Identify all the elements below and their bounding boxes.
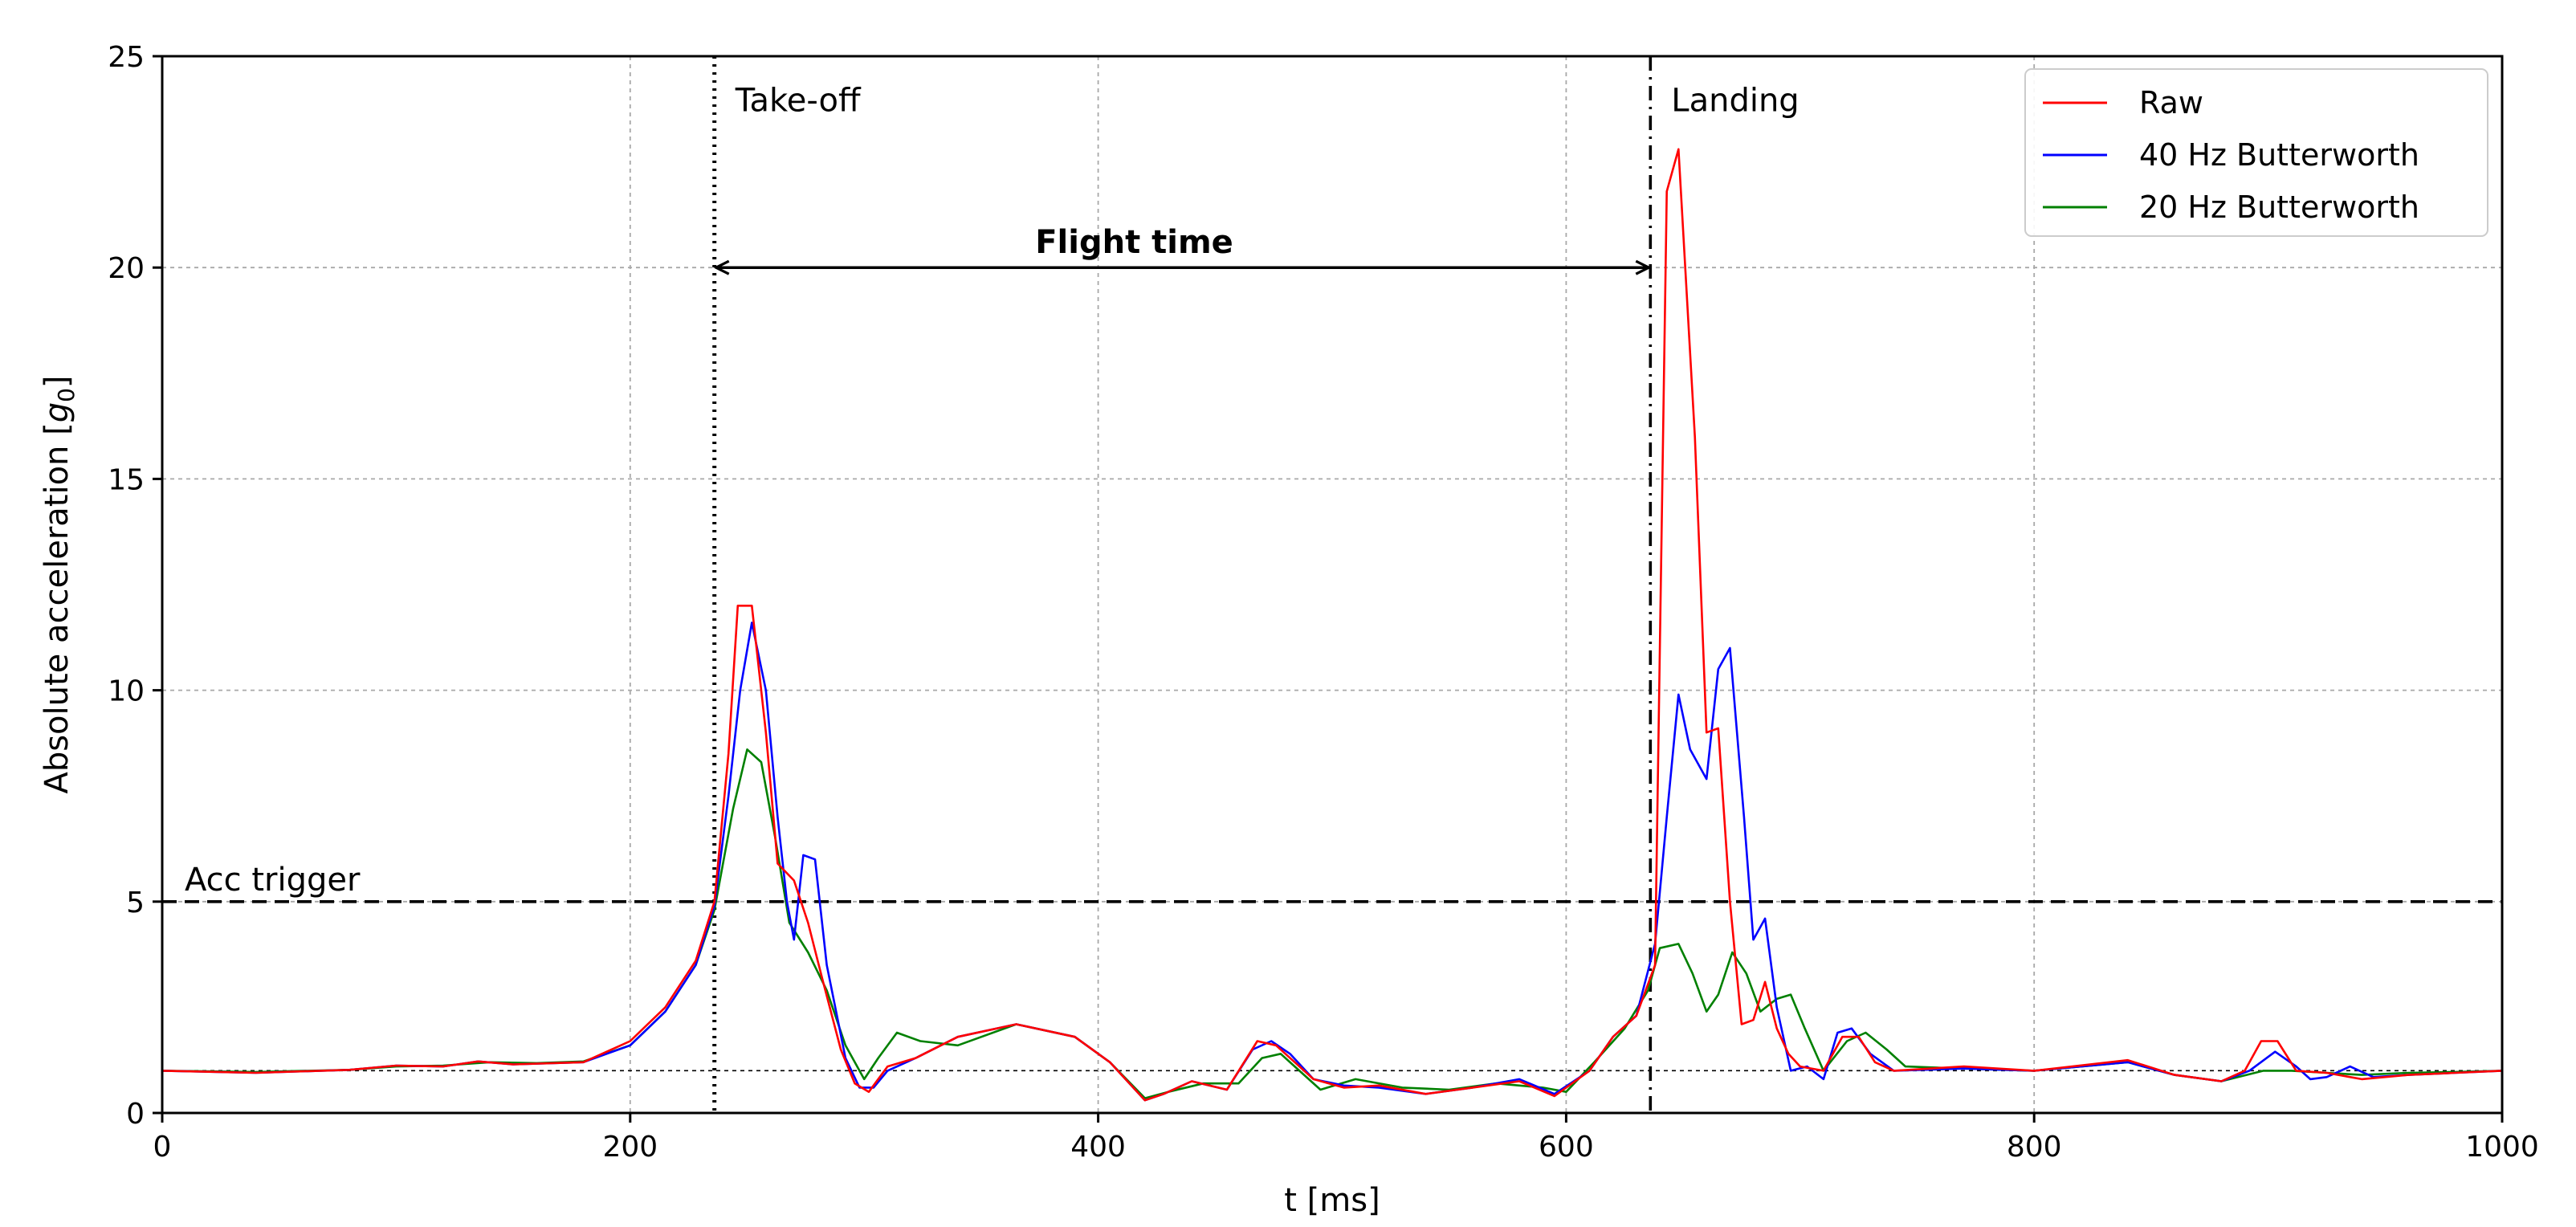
x-tick-label: 600	[1539, 1131, 1594, 1164]
landing-label: Landing	[1671, 82, 1799, 119]
series-line-raw	[162, 148, 2502, 1102]
y-tick-label: 5	[126, 887, 145, 919]
acc-trigger-label: Acc trigger	[185, 862, 361, 899]
legend-label-bw20: 20 Hz Butterworth	[2139, 190, 2419, 225]
y-tick-label: 15	[108, 463, 145, 496]
x-axis-label: t [ms]	[1284, 1182, 1380, 1219]
flight-time-label: Flight time	[1035, 224, 1233, 261]
y-tick-label: 10	[108, 675, 145, 708]
x-tick-label: 200	[602, 1131, 658, 1164]
y-tick-label: 0	[126, 1098, 145, 1131]
x-tick-label: 0	[153, 1131, 172, 1164]
x-tick-label: 1000	[2465, 1131, 2539, 1164]
y-tick-label: 25	[108, 41, 145, 74]
x-tick-label: 800	[2007, 1131, 2062, 1164]
legend-label-bw40: 40 Hz Butterworth	[2139, 137, 2419, 173]
axis-ticks: 0 200 400 600 800 1000 0 5 10 15 20 25	[108, 41, 2539, 1164]
y-tick-label: 20	[108, 252, 145, 285]
legend-box	[2024, 68, 2488, 237]
legend: Raw 40 Hz Butterworth 20 Hz Butterworth	[2024, 68, 2488, 237]
legend-label-raw: Raw	[2139, 85, 2203, 120]
series-lines	[162, 148, 2502, 1102]
reference-lines	[162, 56, 2502, 1113]
plot-frame	[161, 55, 2504, 1115]
series-line-bw40	[162, 622, 2502, 1102]
y-axis-label: Absolute acceleration [g0]	[39, 375, 79, 793]
takeoff-label: Take-off	[735, 82, 862, 119]
series-line-bw20	[162, 748, 2502, 1099]
x-tick-label: 400	[1070, 1131, 1126, 1164]
